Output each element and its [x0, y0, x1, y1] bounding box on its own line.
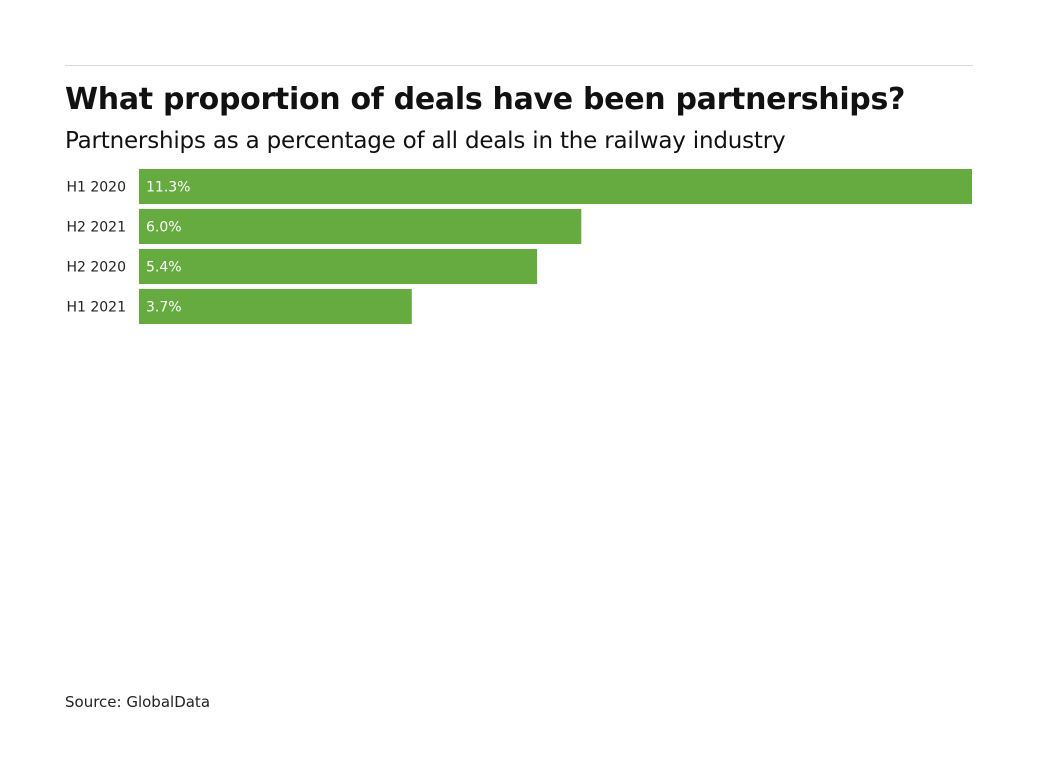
category-label: H2 2020	[66, 260, 126, 276]
bar-h1-2021	[139, 289, 412, 324]
value-label: 5.4%	[146, 260, 182, 276]
value-label: 3.7%	[146, 300, 182, 316]
value-label: 6.0%	[146, 220, 182, 236]
chart-title: What proportion of deals have been partn…	[65, 82, 906, 117]
bar-h1-2020	[139, 169, 972, 204]
source-note: Source: GlobalData	[65, 693, 211, 711]
category-label: H1 2020	[66, 180, 126, 196]
category-label: H1 2021	[66, 300, 126, 316]
category-label: H2 2021	[66, 220, 126, 236]
value-label: 11.3%	[146, 180, 190, 196]
bar-h2-2021	[139, 209, 582, 244]
bar-h2-2020	[139, 249, 538, 284]
chart-subtitle: Partnerships as a percentage of all deal…	[65, 128, 786, 154]
top-divider	[65, 65, 973, 66]
